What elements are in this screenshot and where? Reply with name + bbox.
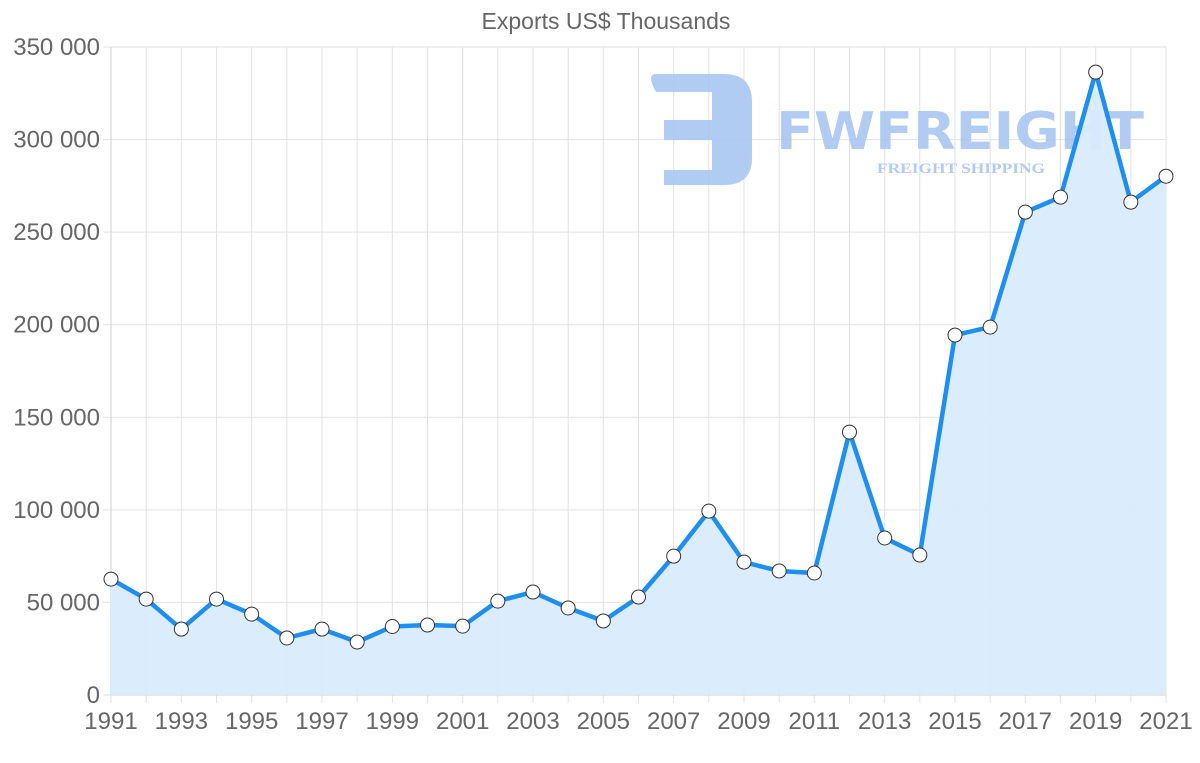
x-tick-label: 2009 [717, 708, 770, 735]
x-tick-label: 2005 [577, 708, 630, 735]
data-point[interactable] [279, 630, 295, 646]
data-point[interactable] [912, 547, 928, 563]
y-axis-ticks: 0 50 000 100 000 150 000 200 000 250 000 300 0… [13, 34, 100, 709]
data-point[interactable] [595, 613, 611, 629]
x-tick-label: 1997 [295, 708, 348, 735]
data-point[interactable] [631, 589, 646, 605]
data-point[interactable] [877, 530, 893, 546]
data-point[interactable] [842, 424, 857, 440]
watermark-tagline: FREIGHT SHIPPING [877, 161, 1045, 177]
x-tick-label: 1995 [225, 708, 278, 735]
x-axis-ticks: 1991 1993 1995 1997 1999 2001 2003 2005 2007 2009… [84, 708, 1192, 735]
y-tick-label: 50 000 [27, 589, 100, 616]
data-point[interactable] [314, 621, 330, 637]
data-point[interactable] [384, 618, 400, 634]
x-tick-label: 2015 [928, 708, 981, 735]
x-tick-label: 2019 [1069, 708, 1122, 735]
x-tick-label: 1991 [84, 708, 137, 735]
data-point[interactable] [525, 584, 541, 600]
y-tick-label: 350 000 [13, 34, 100, 61]
data-point[interactable] [138, 591, 154, 607]
x-tick-label: 1999 [366, 708, 419, 735]
data-point[interactable] [455, 618, 471, 634]
x-tick-label: 2011 [789, 708, 841, 735]
logo-mark-icon [651, 74, 752, 185]
data-point[interactable] [1053, 189, 1068, 205]
data-points [103, 64, 1174, 650]
data-point[interactable] [244, 606, 260, 622]
data-point[interactable] [490, 593, 506, 609]
data-point[interactable] [701, 503, 717, 519]
x-tick-label: 1993 [155, 708, 208, 735]
y-tick-label: 0 [87, 682, 100, 709]
x-tick-label: 2003 [506, 708, 559, 735]
x-tick-label: 2007 [647, 708, 700, 735]
y-tick-label: 100 000 [13, 497, 100, 524]
data-point[interactable] [103, 571, 119, 587]
y-tick-label: 300 000 [13, 127, 100, 154]
x-tick-label: 2021 [1139, 708, 1192, 735]
data-point[interactable] [1017, 204, 1033, 220]
data-point[interactable] [349, 634, 365, 650]
area-fill [111, 72, 1166, 695]
data-point[interactable] [982, 319, 998, 335]
data-point[interactable] [666, 548, 682, 564]
data-point[interactable] [1088, 64, 1104, 80]
x-tick-label: 2017 [999, 708, 1052, 735]
data-point[interactable] [947, 327, 963, 343]
data-point[interactable] [736, 554, 752, 570]
data-point[interactable] [1123, 194, 1139, 210]
data-point[interactable] [209, 591, 224, 607]
data-point[interactable] [420, 617, 435, 633]
y-tick-label: 250 000 [13, 219, 100, 246]
data-point[interactable] [173, 621, 189, 637]
y-tick-label: 150 000 [13, 404, 100, 431]
data-point[interactable] [560, 600, 576, 616]
chart-title: Exports US$ Thousands [481, 8, 731, 34]
x-tick-label: 2001 [436, 708, 489, 735]
data-point[interactable] [1158, 168, 1174, 184]
y-tick-label: 200 000 [13, 312, 100, 339]
data-point[interactable] [806, 565, 822, 581]
x-tick-label: 2013 [858, 708, 911, 735]
data-point[interactable] [771, 563, 787, 579]
